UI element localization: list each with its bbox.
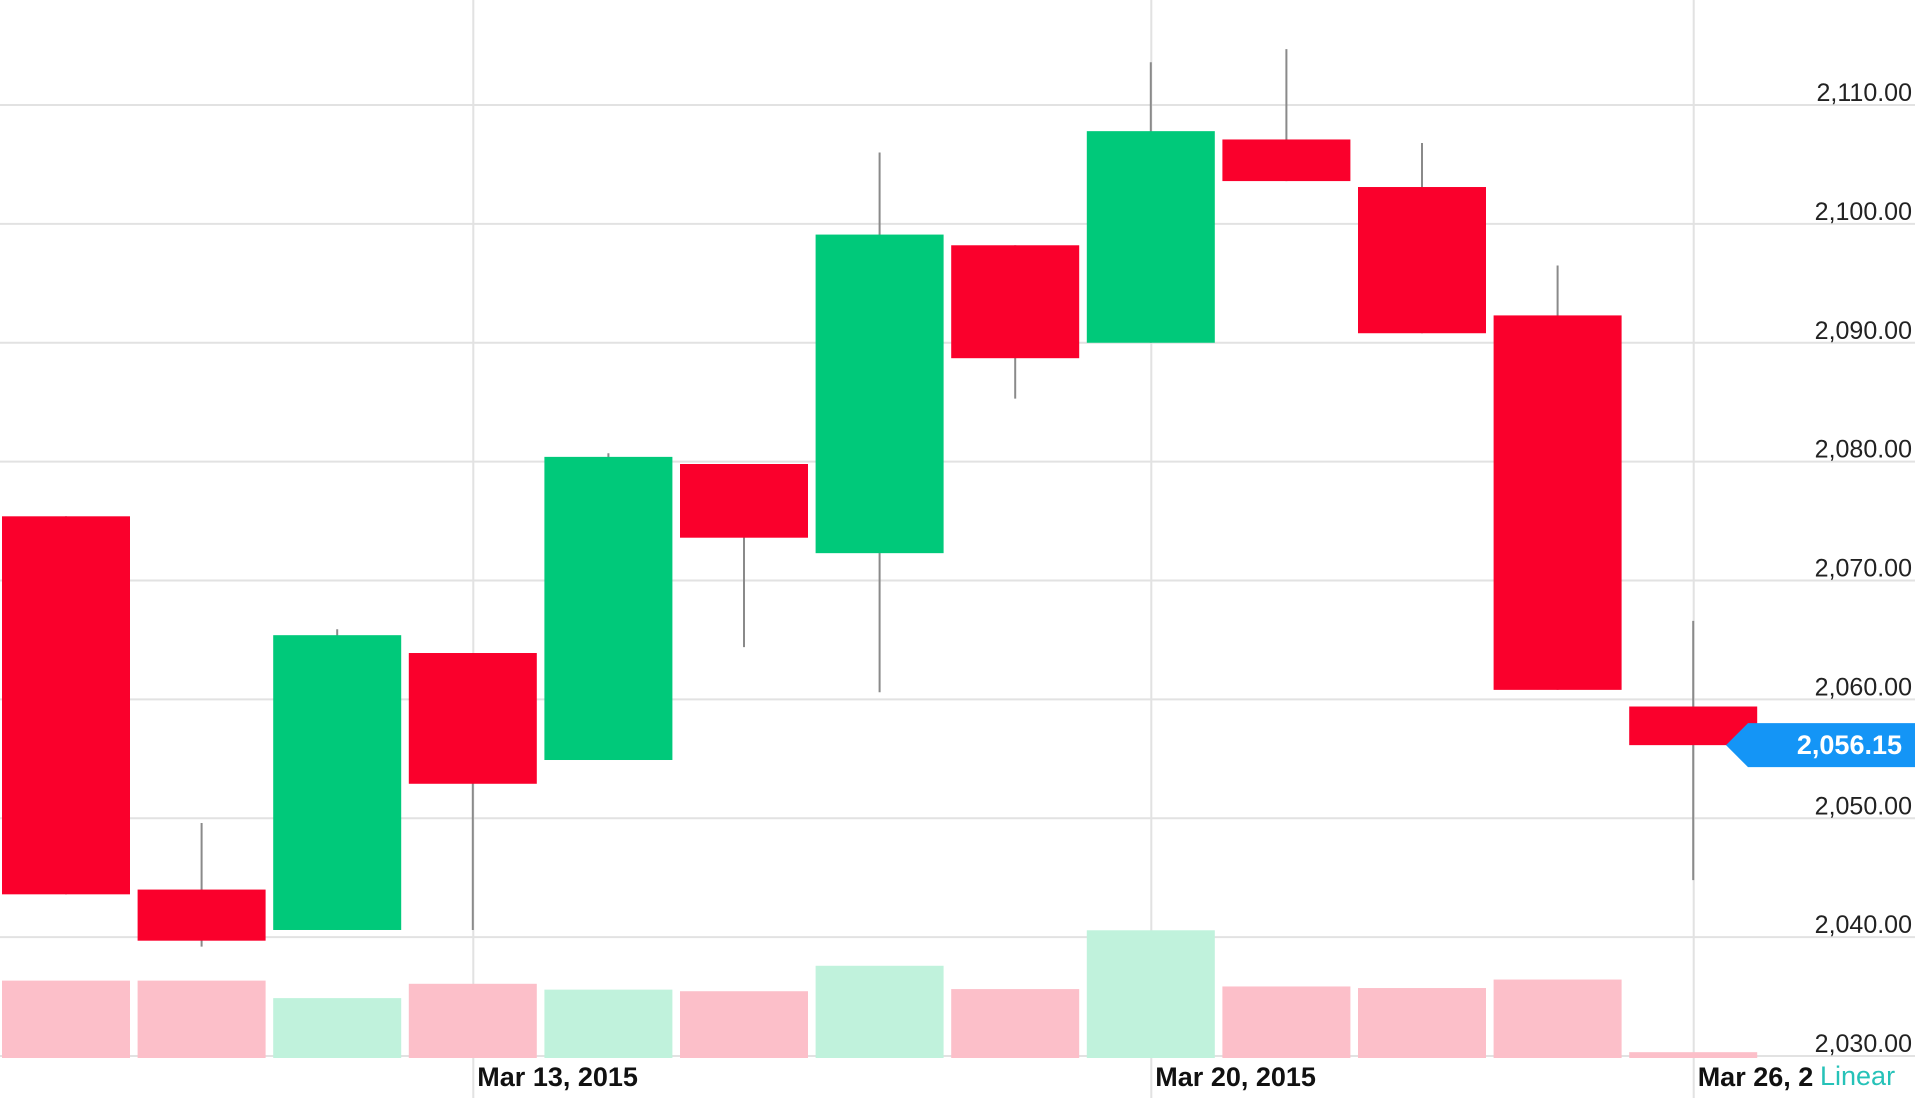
date-tick-label: Mar 13, 2015 [477,1062,638,1092]
price-tick-label: 2,080.00 [1815,436,1912,464]
candle-body[interactable] [951,245,1080,359]
price-tick-label: 2,030.00 [1815,1030,1912,1058]
volume-bar [1629,1052,1758,1058]
candle-body[interactable] [544,456,673,761]
date-tick-label: Mar 26, 2 [1698,1062,1814,1092]
volume-bar [273,998,402,1058]
candle-body-layer [2,131,1758,941]
price-axis[interactable]: 2,030.00 2,040.00 2,050.00 2,060.00 2,070.00… [1815,79,1912,1058]
volume-bar [680,991,808,1058]
last-price-tag-shape [1726,723,1915,768]
candle-body[interactable] [408,653,537,784]
volume-bar [137,980,266,1058]
volume-bar [1493,979,1622,1058]
volume-bar [1086,930,1215,1058]
volume-bar [408,983,537,1058]
volume-bar [1222,986,1351,1058]
candle-body[interactable] [1086,131,1215,343]
candle-body[interactable] [815,234,944,554]
price-tick-label: 2,100.00 [1815,198,1912,226]
volume-bar [1358,988,1486,1058]
date-tick-label: Mar 20, 2015 [1155,1062,1316,1092]
scale-mode-toggle[interactable]: Linear [1820,1061,1896,1091]
price-tick-label: 2,060.00 [1815,673,1912,701]
volume-layer [2,930,1758,1058]
volume-bar [815,965,944,1058]
price-tick-label: 2,040.00 [1815,911,1912,939]
candle-body[interactable] [1358,187,1486,334]
last-price-label: 2,056.15 [1797,730,1902,760]
candle-body[interactable] [273,635,402,930]
price-tick-label: 2,050.00 [1815,792,1912,820]
price-tick-label: 2,090.00 [1815,317,1912,345]
candle-body[interactable] [137,889,266,941]
candle-body[interactable] [1222,139,1351,182]
last-price-tag: 2,056.15 [1726,723,1915,768]
candle-body[interactable] [2,516,130,895]
volume-bar [2,980,130,1058]
volume-bar [544,989,673,1058]
volume-bar [951,989,1080,1058]
price-tick-label: 2,070.00 [1815,555,1912,583]
price-tick-label: 2,110.00 [1817,79,1912,107]
time-axis[interactable]: Mar 13, 2015 Mar 20, 2015 Mar 26, 2 [477,1062,1813,1092]
candle-body[interactable] [1493,315,1622,690]
candle-body[interactable] [680,464,808,538]
